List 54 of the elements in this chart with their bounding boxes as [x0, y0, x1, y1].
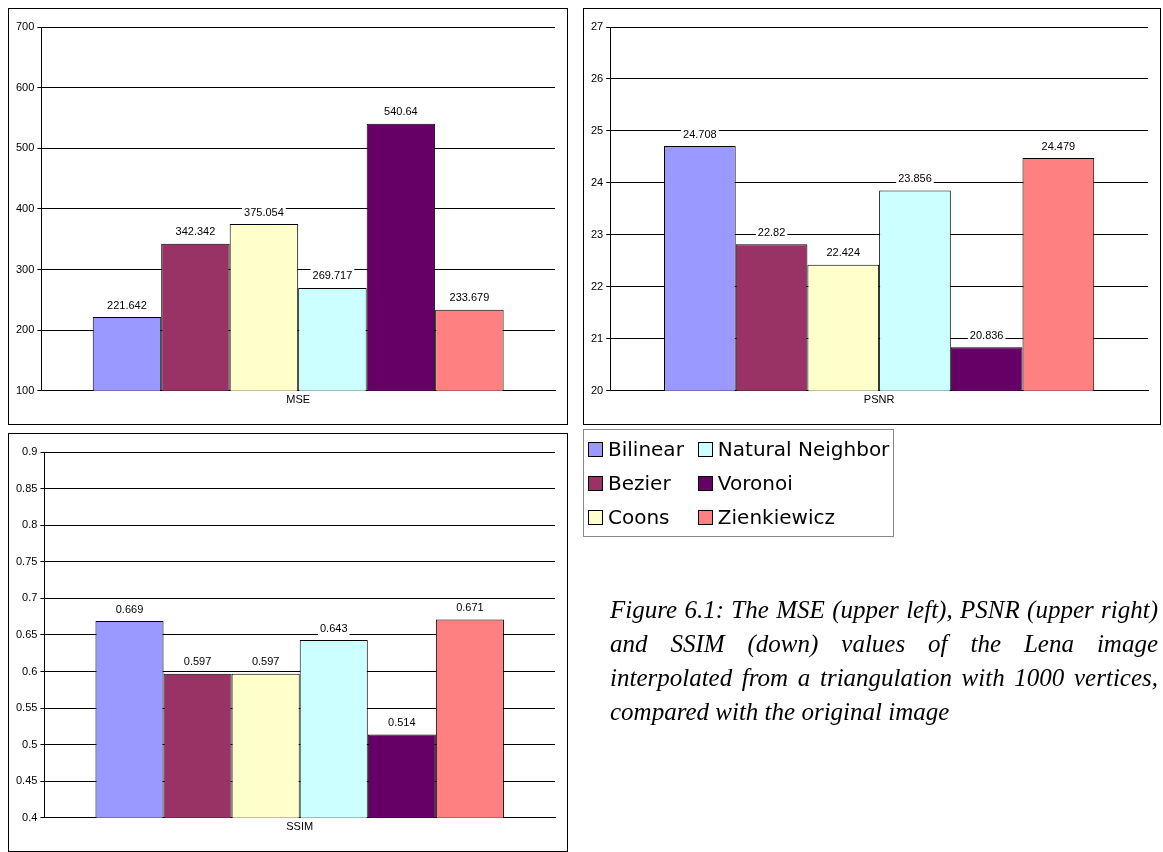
y-tick-label: 0.85 — [15, 481, 38, 494]
y-tick-label: 700 — [15, 20, 35, 33]
y-tick-label: 0.7 — [22, 591, 38, 604]
data-label: 221.642 — [107, 298, 147, 311]
y-tick-label: 0.65 — [15, 627, 38, 640]
y-tick-label: 21 — [590, 331, 604, 344]
y-tick-label: 25 — [590, 123, 604, 136]
x-tick-label: PSNR — [863, 393, 895, 406]
y-tick-label: 300 — [15, 262, 35, 275]
y-tick-label: 600 — [15, 80, 35, 93]
data-label: 540.64 — [384, 105, 418, 118]
x-tick-label: SSIM — [286, 820, 314, 833]
legend-label: Bezier — [608, 470, 671, 497]
y-tick-label: 0.6 — [22, 664, 38, 677]
caption: Figure 6.1: The MSE (upper left), PSNR (upper right) and SSIM (down) values of the Lena image interpolated from a triangulation with 1000 vertices, compared with the original image — [610, 595, 1158, 727]
data-label: 24.479 — [1041, 139, 1076, 152]
y-tick-label: 26 — [590, 72, 604, 84]
data-label: 0.597 — [251, 655, 280, 668]
y-tick-label: 0.8 — [22, 518, 38, 531]
legend-label: Voronoi — [717, 470, 793, 497]
data-label: 0.514 — [388, 715, 416, 728]
y-tick-label: 23 — [590, 227, 604, 240]
y-tick-label: 0.4 — [22, 810, 38, 823]
y-tick-label: 400 — [15, 201, 35, 214]
y-tick-label: 500 — [15, 141, 35, 154]
legend-label: Coons — [608, 504, 670, 531]
data-label: 375.054 — [244, 205, 284, 218]
data-label: 0.671 — [456, 601, 484, 614]
data-label: 269.717 — [312, 269, 353, 282]
data-label: 22.82 — [757, 225, 786, 238]
data-label: 22.424 — [826, 246, 861, 259]
y-tick-label: 22 — [590, 279, 604, 292]
y-tick-label: 0.55 — [15, 701, 38, 714]
data-label: 0.669 — [115, 602, 144, 615]
x-tick-label: MSE — [286, 393, 311, 406]
y-tick-label: 0.9 — [22, 445, 38, 458]
y-tick-label: 0.75 — [15, 554, 38, 567]
data-label: 23.856 — [898, 171, 932, 184]
y-tick-label: 24 — [590, 175, 604, 188]
legend-label: Bilinear — [608, 436, 684, 463]
legend-label: Zienkiewicz — [717, 504, 835, 531]
y-tick-label: 0.45 — [15, 774, 38, 787]
data-label: 0.597 — [183, 655, 212, 668]
data-label: 20.836 — [969, 328, 1004, 341]
y-tick-label: 0.5 — [22, 737, 38, 750]
legend-label: Natural Neighbor — [717, 436, 890, 463]
data-label: 233.679 — [449, 291, 490, 304]
y-tick-label: 20 — [590, 383, 604, 396]
y-tick-label: 100 — [15, 383, 35, 396]
y-tick-label: 200 — [15, 323, 35, 336]
data-label: 0.643 — [319, 621, 348, 634]
y-tick-label: 27 — [590, 20, 604, 33]
data-label: 24.708 — [683, 127, 717, 140]
data-label: 342.342 — [175, 225, 216, 238]
